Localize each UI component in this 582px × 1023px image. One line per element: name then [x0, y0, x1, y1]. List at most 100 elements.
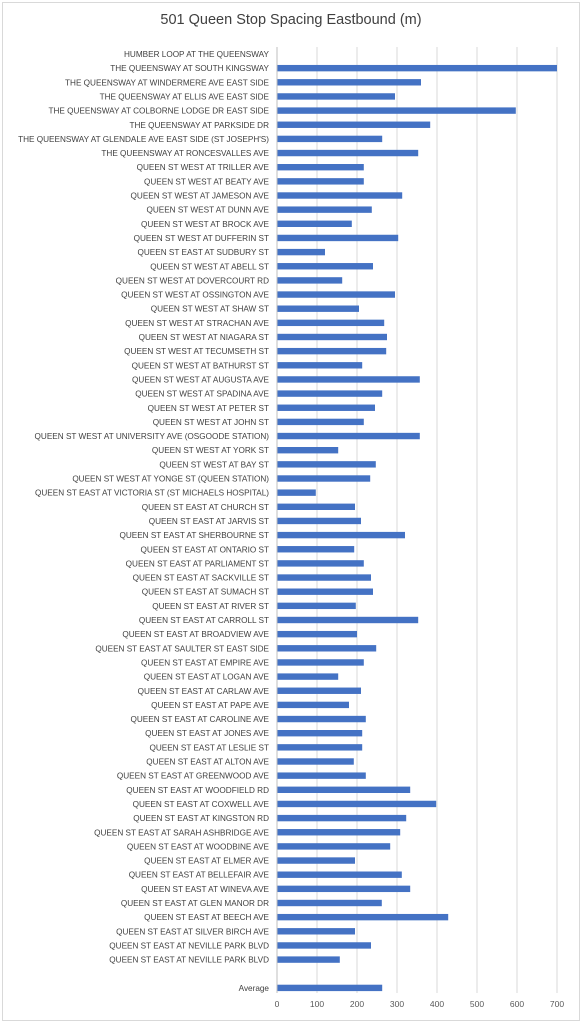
bar — [277, 843, 391, 850]
bar — [277, 814, 407, 822]
category-label: QUEEN ST EAST AT LOGAN AVE — [144, 673, 270, 682]
category-label: QUEEN ST EAST AT CHURCH ST — [142, 503, 269, 512]
x-tick-label: 0 — [275, 999, 280, 1009]
category-label: QUEEN ST WEST AT DUNN AVE — [146, 206, 269, 215]
category-label: QUEEN ST EAST AT SAULTER ST EAST SIDE — [95, 644, 269, 653]
bar — [277, 758, 354, 765]
x-tick-label: 500 — [470, 999, 484, 1009]
bar — [277, 432, 420, 440]
bar — [277, 560, 364, 567]
bar — [277, 178, 364, 185]
category-label: QUEEN ST WEST AT AUGUSTA AVE — [132, 375, 269, 384]
category-label: QUEEN ST WEST AT PETER ST — [148, 404, 269, 413]
bar — [277, 418, 364, 426]
category-label: QUEEN ST WEST AT OSSINGTON AVE — [121, 291, 269, 300]
bar — [277, 659, 364, 666]
bar — [277, 913, 449, 921]
x-tick-label: 200 — [350, 999, 364, 1009]
bar — [277, 291, 395, 298]
bar — [277, 730, 363, 737]
bar — [277, 206, 372, 213]
bar — [277, 574, 371, 581]
category-label: QUEEN ST EAST AT CARLAW AVE — [138, 687, 270, 696]
category-label: QUEEN ST WEST AT JOHN ST — [153, 418, 269, 427]
category-label: QUEEN ST EAST AT PAPE AVE — [151, 701, 269, 710]
category-label: Average — [239, 984, 270, 993]
bar — [277, 503, 355, 510]
category-label: QUEEN ST WEST AT JAMESON AVE — [131, 192, 270, 201]
category-label: QUEEN ST EAST AT SUDBURY ST — [138, 248, 270, 257]
category-label: QUEEN ST EAST AT SILVER BIRCH AVE — [116, 927, 269, 936]
bar — [277, 546, 355, 553]
category-label: QUEEN ST EAST AT EMPIRE AVE — [141, 658, 270, 667]
category-label: QUEEN ST EAST AT ALTON AVE — [146, 758, 269, 767]
category-label: QUEEN ST WEST AT UNIVERSITY AVE (OSGOODE… — [35, 432, 270, 441]
category-label: QUEEN ST WEST AT DUFFERIN ST — [134, 234, 269, 243]
bar — [277, 645, 377, 652]
category-label: QUEEN ST WEST AT DOVERCOURT RD — [116, 276, 269, 285]
category-label: QUEEN ST EAST AT JONES AVE — [145, 729, 269, 738]
category-label: QUEEN ST EAST AT CARROLL ST — [139, 616, 269, 625]
x-tick-label: 400 — [430, 999, 444, 1009]
bar — [277, 715, 366, 723]
bar — [277, 885, 411, 893]
bar — [277, 687, 361, 694]
bar — [277, 263, 373, 270]
bar — [277, 447, 339, 454]
bar — [277, 928, 355, 935]
category-label: QUEEN ST WEST AT BATHURST ST — [132, 361, 269, 370]
x-tick-label: 600 — [510, 999, 524, 1009]
category-label: QUEEN ST EAST AT BELLEFAIR AVE — [129, 871, 270, 880]
bar — [277, 829, 401, 836]
bar — [277, 93, 395, 100]
bar — [277, 192, 403, 199]
bar — [277, 517, 361, 525]
bar — [277, 602, 356, 610]
category-label: THE QUEENSWAY AT PARKSIDE DR — [129, 121, 269, 130]
category-label: QUEEN ST EAST AT VICTORIA ST (ST MICHAEL… — [35, 489, 269, 498]
bar — [277, 956, 340, 963]
bar — [277, 64, 557, 72]
category-label: THE QUEENSWAY AT ELLIS AVE EAST SIDE — [100, 92, 270, 101]
category-label: QUEEN ST WEST AT YONGE ST (QUEEN STATION… — [72, 475, 269, 484]
category-label: QUEEN ST EAST AT ONTARIO ST — [141, 545, 269, 554]
category-label: THE QUEENSWAY AT WINDERMERE AVE EAST SID… — [65, 78, 270, 87]
bar — [277, 319, 385, 327]
category-label: QUEEN ST EAST AT WOODFIELD RD — [126, 786, 269, 795]
bar — [277, 305, 359, 312]
category-label: QUEEN ST EAST AT PARLIAMENT ST — [126, 559, 269, 568]
bar — [277, 744, 363, 751]
bar — [277, 772, 366, 779]
category-label: QUEEN ST EAST AT GREENWOOD AVE — [117, 772, 270, 781]
bar — [277, 786, 411, 793]
category-label: QUEEN ST WEST AT NIAGARA ST — [139, 333, 269, 342]
bar — [277, 942, 371, 949]
bar — [277, 461, 376, 468]
bar — [277, 800, 437, 808]
category-label: QUEEN ST EAST AT GLEN MANOR DR — [121, 899, 269, 908]
category-label: THE QUEENSWAY AT RONCESVALLES AVE — [101, 149, 269, 158]
bar — [277, 857, 355, 864]
bar — [277, 489, 316, 496]
category-label: QUEEN ST WEST AT BROCK AVE — [141, 220, 270, 229]
category-label: QUEEN ST WEST AT BAY ST — [159, 460, 269, 469]
category-label: QUEEN ST WEST AT SPADINA AVE — [135, 390, 269, 399]
bar — [277, 404, 375, 411]
bar — [277, 248, 325, 256]
category-label: QUEEN ST EAST AT SACKVILLE ST — [133, 574, 269, 583]
bar — [277, 362, 363, 369]
x-tick-label: 700 — [550, 999, 564, 1009]
bar — [277, 701, 349, 709]
category-label: QUEEN ST WEST AT YORK ST — [152, 446, 269, 455]
category-label: QUEEN ST EAST AT BEECH AVE — [144, 913, 269, 922]
bar — [277, 390, 383, 397]
category-label: QUEEN ST EAST AT WINEVA AVE — [141, 885, 269, 894]
category-label: QUEEN ST EAST AT JARVIS ST — [149, 517, 269, 526]
bar — [277, 673, 339, 680]
bar — [277, 475, 371, 482]
bar — [277, 164, 364, 171]
bar — [277, 871, 402, 878]
bar — [277, 588, 373, 595]
bar — [277, 234, 399, 242]
